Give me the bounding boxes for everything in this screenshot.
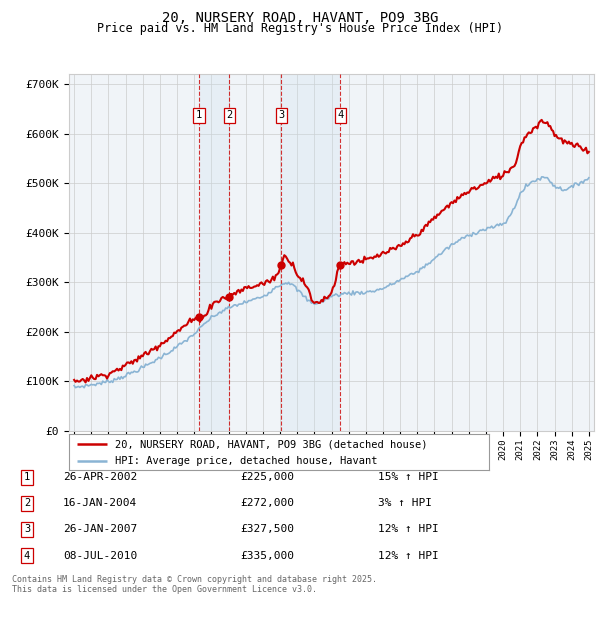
Text: 3: 3 bbox=[24, 525, 30, 534]
Text: 20, NURSERY ROAD, HAVANT, PO9 3BG: 20, NURSERY ROAD, HAVANT, PO9 3BG bbox=[162, 11, 438, 25]
Text: 12% ↑ HPI: 12% ↑ HPI bbox=[378, 551, 439, 560]
Bar bbox=[281, 74, 340, 431]
Text: This data is licensed under the Open Government Licence v3.0.: This data is licensed under the Open Gov… bbox=[12, 585, 317, 594]
Text: 2: 2 bbox=[24, 498, 30, 508]
Text: 15% ↑ HPI: 15% ↑ HPI bbox=[378, 472, 439, 482]
Text: 4: 4 bbox=[337, 110, 344, 120]
Text: £225,000: £225,000 bbox=[240, 472, 294, 482]
Text: 1: 1 bbox=[196, 110, 202, 120]
Text: 3% ↑ HPI: 3% ↑ HPI bbox=[378, 498, 432, 508]
Text: 2: 2 bbox=[226, 110, 232, 120]
Text: £335,000: £335,000 bbox=[240, 551, 294, 560]
Text: Price paid vs. HM Land Registry's House Price Index (HPI): Price paid vs. HM Land Registry's House … bbox=[97, 22, 503, 35]
Text: £327,500: £327,500 bbox=[240, 525, 294, 534]
Text: 4: 4 bbox=[24, 551, 30, 560]
Text: 3: 3 bbox=[278, 110, 284, 120]
Text: 26-JAN-2007: 26-JAN-2007 bbox=[63, 525, 137, 534]
Text: 1: 1 bbox=[24, 472, 30, 482]
Text: 16-JAN-2004: 16-JAN-2004 bbox=[63, 498, 137, 508]
Text: £272,000: £272,000 bbox=[240, 498, 294, 508]
Text: Contains HM Land Registry data © Crown copyright and database right 2025.: Contains HM Land Registry data © Crown c… bbox=[12, 575, 377, 584]
Text: 26-APR-2002: 26-APR-2002 bbox=[63, 472, 137, 482]
Text: 20, NURSERY ROAD, HAVANT, PO9 3BG (detached house): 20, NURSERY ROAD, HAVANT, PO9 3BG (detac… bbox=[115, 439, 428, 449]
Text: 12% ↑ HPI: 12% ↑ HPI bbox=[378, 525, 439, 534]
Bar bbox=[199, 74, 229, 431]
Text: HPI: Average price, detached house, Havant: HPI: Average price, detached house, Hava… bbox=[115, 456, 378, 466]
Text: 08-JUL-2010: 08-JUL-2010 bbox=[63, 551, 137, 560]
